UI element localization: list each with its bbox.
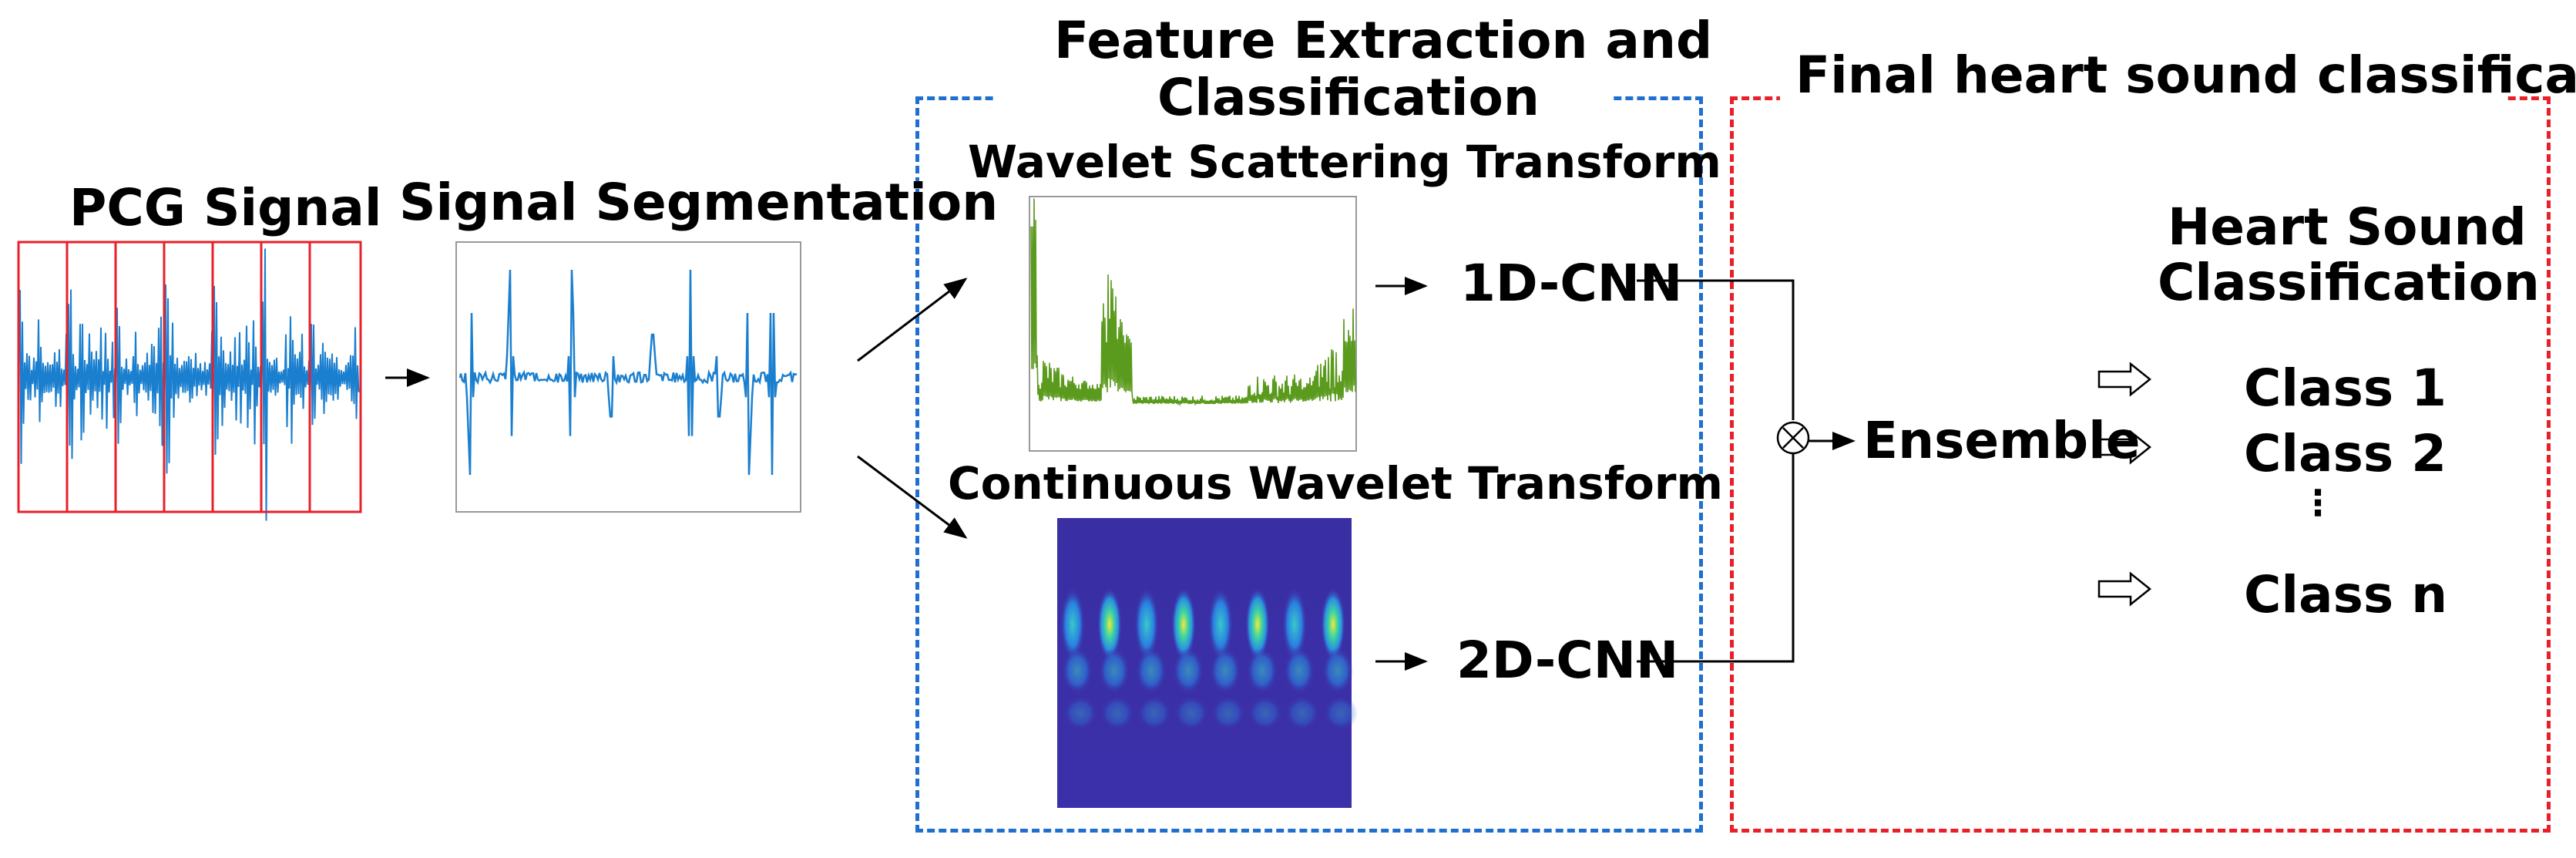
final-classification-title: Final heart sound classification [1795,45,2576,105]
pcg-signal-frame [17,241,362,513]
connector-2dcnn-to-ensemble [1637,453,1795,663]
class-arrow-2 [2097,429,2152,465]
connector-1dcnn-to-ensemble [1637,279,1795,420]
arrow-to-scattering [857,278,968,362]
feature-extraction-title-line2: Classification [1157,68,1540,127]
segmented-signal-plot [455,241,801,513]
class-label-1: Class 1 [2244,358,2447,418]
heart-sound-classification-line1: Heart Sound [2168,197,2527,257]
pcg-signal-title: PCG Signal [69,178,382,237]
wavelet-scattering-title: Wavelet Scattering Transform [968,136,1721,188]
scattering-plot-frame [1029,196,1357,452]
heart-sound-classification-line2: Classification [2158,253,2540,312]
feature-box-title-gap [994,91,1610,102]
arrow-to-cwt [857,455,968,539]
wavelet-scattering-plot [1029,196,1357,452]
feature-extraction-title-line1: Feature Extraction and [1054,11,1713,70]
cnn-1d-label: 1D-CNN [1460,254,1683,313]
segment-boundaries [65,242,311,512]
class-arrow-n [2097,571,2152,607]
final-box-title-gap [1780,91,2504,102]
class-label-2: Class 2 [2244,424,2447,483]
segmented-signal-frame [455,241,801,513]
cwt-scalogram [1057,518,1358,808]
class-arrow-1 [2097,362,2152,397]
cnn-2d-label: 2D-CNN [1456,631,1679,690]
class-label-n: Class n [2244,565,2448,624]
signal-segmentation-title: Signal Segmentation [399,173,999,232]
ensemble-label: Ensemble [1863,411,2141,470]
continuous-wavelet-title: Continuous Wavelet Transform [948,457,1723,510]
class-ellipsis: ⋮ [2300,482,2336,523]
pcg-signal-plot [17,241,362,521]
